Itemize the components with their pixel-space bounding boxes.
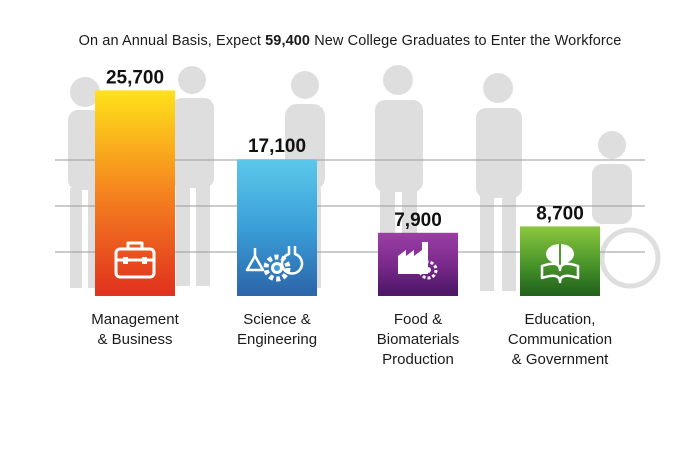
person-silhouette [592, 131, 661, 289]
value-label-2: 17,100 [248, 136, 306, 157]
title-suffix: New College Graduates to Enter the Workf… [310, 33, 622, 49]
title-highlight: 59,400 [265, 33, 311, 49]
value-label-1: 25,700 [106, 67, 164, 88]
lab-flasks-gear-icon [245, 246, 304, 282]
brain-book-icon [540, 244, 580, 284]
value-label-3: 7,900 [394, 210, 442, 231]
bar-2 [237, 159, 317, 296]
chart-title: On an Annual Basis, Expect 59,400 New Co… [0, 33, 700, 49]
factory-gear-icon [398, 242, 438, 280]
category-label-3: Food & Biomaterials Production [376, 311, 460, 368]
category-label-2: Science & Engineering [236, 311, 318, 348]
person-silhouette [476, 73, 522, 291]
title-prefix: On an Annual Basis, Expect [78, 33, 266, 49]
bars [95, 90, 600, 297]
category-label-4: Education, Communication & Government [507, 311, 613, 368]
bar-1 [95, 90, 175, 297]
category-label-1: Management & Business [91, 311, 179, 348]
person-silhouette [68, 77, 102, 288]
bar-icons [114, 241, 580, 284]
briefcase-icon [114, 241, 156, 279]
person-silhouette [172, 66, 214, 286]
value-label-4: 8,700 [536, 203, 584, 224]
floor-fade [0, 292, 700, 474]
value-labels: 25,700 17,100 7,900 8,700 [106, 67, 584, 230]
